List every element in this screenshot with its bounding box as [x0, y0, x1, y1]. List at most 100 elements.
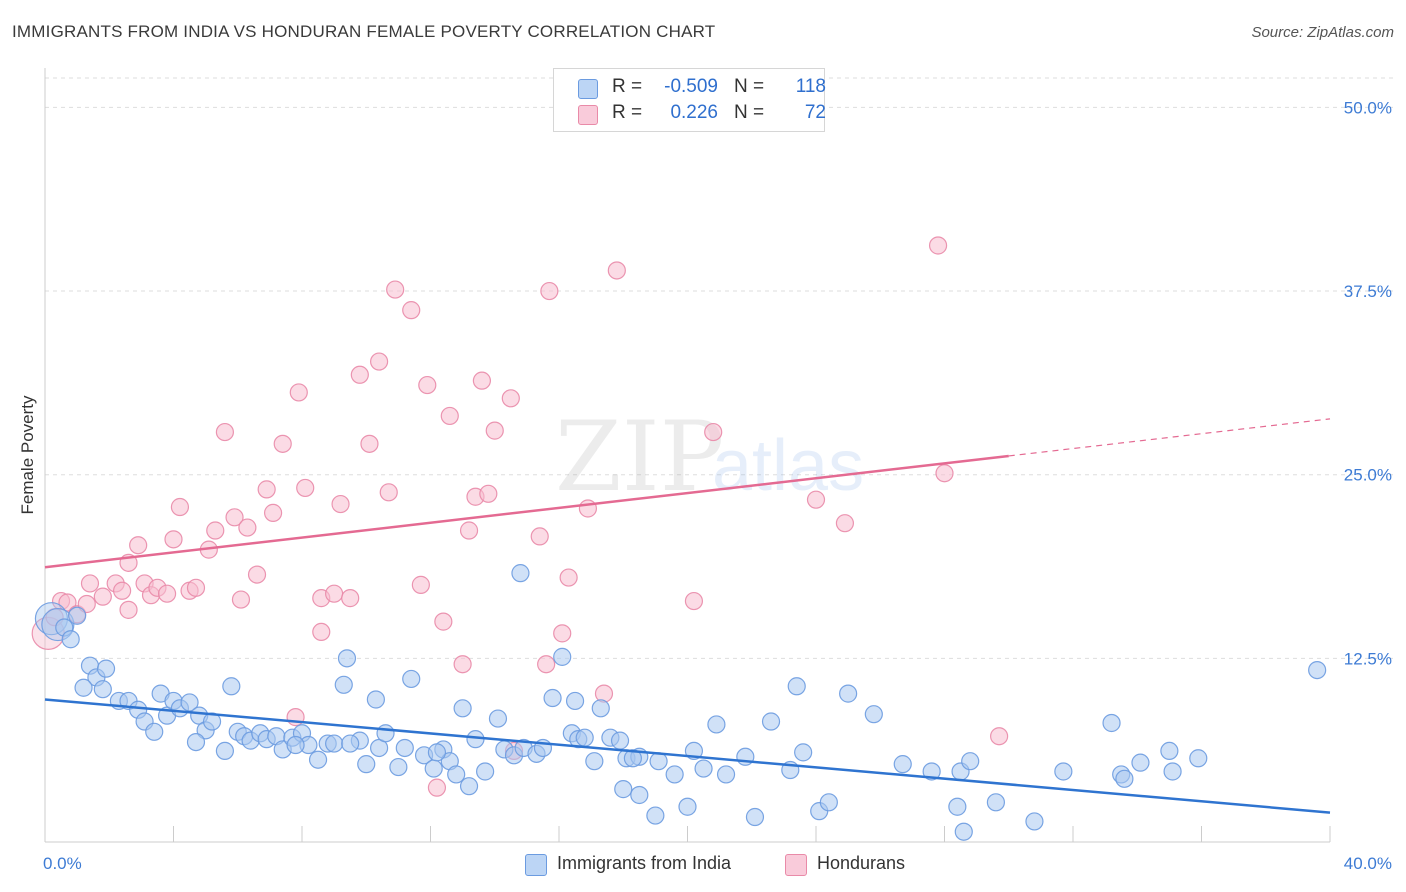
- source-label: Source: ZipAtlas.com: [1251, 24, 1394, 41]
- india-point: [222, 677, 241, 696]
- y-axis-label: Female Poverty: [18, 395, 37, 515]
- hondurans-point: [186, 578, 206, 597]
- india-point: [511, 564, 530, 583]
- hondurans-point: [247, 565, 267, 584]
- hondurans-point: [331, 494, 350, 514]
- hondurans-point: [80, 574, 100, 593]
- hondurans-trend-extension: [1008, 418, 1331, 457]
- hondurans-point: [379, 483, 398, 502]
- trend-lines: [44, 418, 1331, 814]
- india-legend-swatch: [525, 854, 547, 876]
- india-point: [961, 752, 980, 771]
- india-point: [1025, 812, 1044, 831]
- india-point: [1102, 713, 1121, 733]
- india-point: [186, 732, 206, 752]
- hondurans-point: [835, 514, 855, 533]
- india-swatch: [578, 79, 598, 99]
- hondurans-point: [530, 527, 549, 546]
- hondurans-point: [485, 421, 504, 440]
- hondurans-point: [360, 434, 379, 453]
- hondurans-point: [537, 655, 556, 674]
- india-point: [459, 777, 479, 796]
- watermark-zip: ZIP: [555, 401, 724, 513]
- india-point: [575, 728, 594, 747]
- india-point: [694, 759, 713, 778]
- india-point: [839, 684, 858, 703]
- r-value: -0.509: [664, 76, 718, 97]
- india-point: [286, 735, 305, 755]
- hondurans-point: [559, 568, 578, 587]
- india-point: [453, 699, 472, 718]
- hondurans-point: [594, 684, 614, 703]
- india-point: [630, 785, 649, 805]
- hondurans-point: [225, 508, 244, 527]
- n-value: 118: [795, 76, 826, 97]
- chart-title: IMMIGRANTS FROM INDIA VS HONDURAN FEMALE…: [12, 22, 716, 41]
- stats-box: R = -0.509 N = 118 R = 0.226 N = 72: [553, 68, 826, 132]
- hondurans-trend-line: [44, 454, 1009, 569]
- hondurans-point: [704, 422, 723, 442]
- india-point: [707, 715, 726, 734]
- axes: [44, 68, 1331, 843]
- india-point: [61, 630, 80, 649]
- hondurans-point: [273, 434, 292, 453]
- india-point: [646, 806, 665, 825]
- india-point: [761, 712, 781, 731]
- n-label: N =: [734, 76, 765, 97]
- india-point: [96, 659, 116, 678]
- y-tick-label: 12.5%: [1344, 649, 1392, 668]
- y-tick-label: 37.5%: [1344, 282, 1392, 301]
- india-point: [488, 709, 508, 728]
- india-point: [794, 743, 813, 762]
- india-point: [954, 822, 973, 841]
- india-point: [864, 705, 883, 724]
- india-point: [68, 606, 87, 625]
- tick-labels: 12.5% 25.0% 37.5% 50.0% 0.0% 40.0%: [43, 98, 1392, 873]
- india-point: [402, 669, 421, 689]
- hondurans-point: [472, 371, 491, 390]
- india-point: [1131, 753, 1150, 772]
- india-point: [986, 793, 1006, 812]
- india-point: [1189, 749, 1208, 768]
- hondurans-point: [935, 464, 954, 483]
- india-point: [614, 780, 633, 799]
- india-point: [427, 743, 447, 762]
- hondurans-point: [501, 389, 520, 408]
- india-point: [565, 691, 585, 711]
- x-tick-label: 0.0%: [43, 854, 82, 873]
- india-point: [543, 688, 562, 708]
- legend-label: Hondurans: [817, 853, 906, 873]
- india-point: [922, 762, 941, 781]
- n-label: N =: [734, 102, 765, 123]
- india-point: [447, 765, 466, 784]
- india-point: [893, 755, 912, 774]
- r-label: R =: [612, 76, 643, 97]
- hondurans-point: [129, 536, 148, 555]
- india-point: [1054, 762, 1073, 781]
- india-point: [553, 647, 572, 666]
- india-point: [334, 675, 353, 694]
- india-point: [1160, 741, 1179, 761]
- n-value: 72: [804, 102, 826, 123]
- hondurans-point: [479, 484, 498, 503]
- hondurans-point: [312, 622, 331, 642]
- india-point: [948, 797, 967, 816]
- hondurans-point: [434, 612, 453, 631]
- hondurans-point: [607, 261, 626, 280]
- hondurans-point: [453, 655, 472, 674]
- watermark-atlas: atlas: [712, 426, 864, 506]
- legend-label: Immigrants from India: [557, 853, 732, 873]
- hondurans-point: [540, 281, 559, 301]
- india-point: [585, 752, 604, 771]
- india-point: [389, 757, 408, 777]
- hondurans-point: [296, 478, 315, 498]
- r-value: 0.226: [670, 102, 718, 123]
- hondurans-point: [806, 490, 826, 509]
- hondurans-point: [350, 365, 369, 384]
- r-label: R =: [612, 102, 643, 123]
- hondurans-point: [257, 480, 276, 499]
- hondurans-point: [58, 593, 77, 612]
- hondurans-point: [459, 521, 479, 540]
- india-point: [623, 749, 642, 768]
